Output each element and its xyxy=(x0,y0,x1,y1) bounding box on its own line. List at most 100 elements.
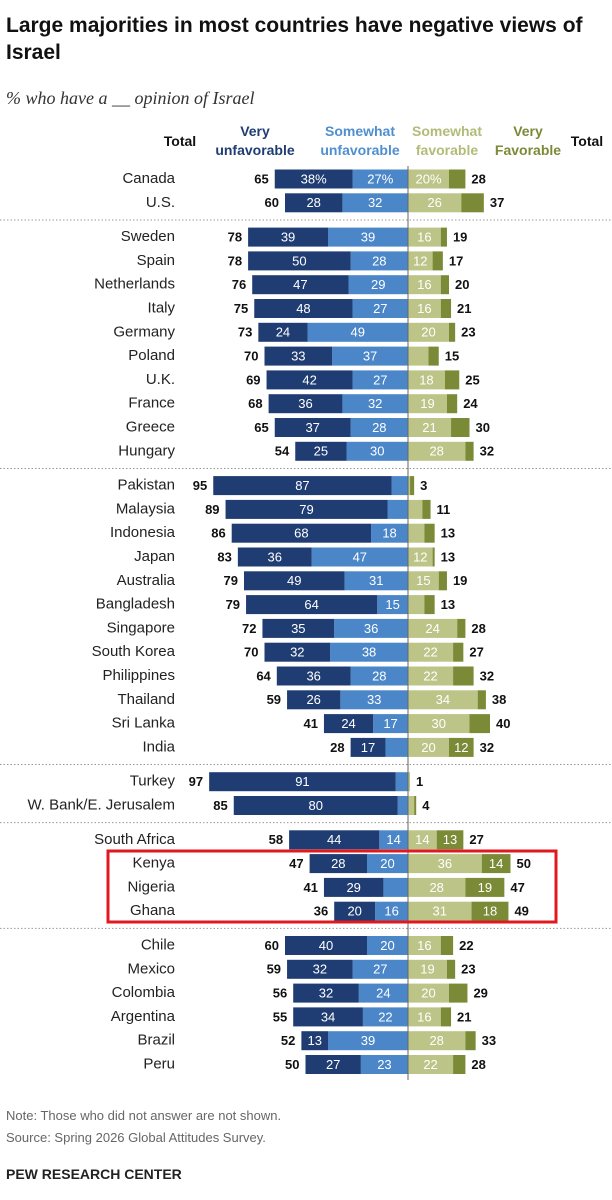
bar-segment xyxy=(408,499,423,519)
bar-segment xyxy=(375,901,408,921)
value-label: 39 xyxy=(281,230,295,245)
bar-segment xyxy=(408,595,425,615)
total-label: 29 xyxy=(473,986,487,1001)
total-label: 21 xyxy=(457,301,471,316)
value-label: 14 xyxy=(415,832,429,847)
category-label: Philippines xyxy=(102,667,175,684)
bar-segment xyxy=(233,796,398,815)
value-label: 39 xyxy=(361,1033,375,1048)
organization: PEW RESEARCH CENTER xyxy=(6,1166,182,1182)
value-label: 28 xyxy=(306,195,320,210)
value-label: 27% xyxy=(367,171,393,186)
total-label: 97 xyxy=(189,774,203,789)
value-label: 49 xyxy=(287,573,301,588)
value-label: 35 xyxy=(291,621,305,636)
bar-segment xyxy=(342,193,408,213)
bar-segment xyxy=(408,394,447,414)
bar-segment xyxy=(408,618,458,638)
bar-segment xyxy=(408,877,466,897)
total-label: 70 xyxy=(244,645,258,660)
total-label: 59 xyxy=(267,962,281,977)
category-label: Greece xyxy=(126,418,175,435)
bar-segment xyxy=(408,547,433,567)
category-label: Germany xyxy=(113,323,175,340)
bar-segment xyxy=(285,193,343,213)
bar-segment xyxy=(293,1007,363,1027)
value-label: 14 xyxy=(489,856,503,871)
total-label: 56 xyxy=(273,986,287,1001)
total-label: 76 xyxy=(232,277,246,292)
value-label: 15 xyxy=(385,597,399,612)
total-label: 33 xyxy=(482,1033,496,1048)
bar-segment xyxy=(391,476,408,496)
total-label: 13 xyxy=(441,526,455,541)
bar-segment xyxy=(323,877,384,897)
value-label: 34 xyxy=(436,692,450,707)
bar-segment xyxy=(395,772,408,792)
total-label: 64 xyxy=(256,668,271,683)
bar-segment xyxy=(305,1055,361,1074)
bar-segment xyxy=(274,418,351,437)
bar-segment xyxy=(268,394,343,414)
total-label: 69 xyxy=(246,372,260,387)
value-label: 28 xyxy=(372,668,386,683)
value-label: 24 xyxy=(425,621,439,636)
value-label: 22 xyxy=(423,668,437,683)
value-label: 27 xyxy=(373,301,387,316)
bar-segment xyxy=(248,227,329,247)
bar-segment xyxy=(424,523,435,543)
total-label: 22 xyxy=(459,938,473,953)
bar-segment xyxy=(266,370,353,390)
value-label: 38% xyxy=(301,171,327,186)
total-label: 79 xyxy=(224,573,238,588)
total-label: 38 xyxy=(492,692,506,707)
total-label: 11 xyxy=(437,502,451,517)
bar-segment xyxy=(231,523,372,543)
bar-segment xyxy=(274,169,353,189)
total-label: 70 xyxy=(244,349,258,364)
bar-segment xyxy=(348,275,408,295)
category-label: Argentina xyxy=(111,1008,176,1025)
total-label: 32 xyxy=(480,668,494,683)
bar-segment xyxy=(444,370,460,390)
bar-segment xyxy=(481,854,511,874)
bar-segment xyxy=(328,227,408,247)
value-label: 80 xyxy=(309,798,323,813)
bar-segment xyxy=(422,499,431,519)
total-label: 78 xyxy=(228,253,242,268)
bar-segment xyxy=(352,370,408,390)
bar-segment xyxy=(410,476,415,496)
total-label: 4 xyxy=(422,798,430,813)
total-label: 58 xyxy=(269,832,283,847)
bar-segment xyxy=(352,299,408,318)
total-label: 78 xyxy=(228,230,242,245)
value-label: 28 xyxy=(331,856,345,871)
value-label: 32 xyxy=(319,986,333,1001)
value-label: 22 xyxy=(378,1009,392,1024)
value-label: 32 xyxy=(313,962,327,977)
category-label: Italy xyxy=(147,299,175,316)
bar-segment xyxy=(408,1055,454,1074)
bar-segment xyxy=(387,499,408,519)
value-label: 29 xyxy=(371,277,385,292)
bar-segment xyxy=(352,959,408,979)
bar-segment xyxy=(328,1031,408,1051)
bar-segment xyxy=(285,936,367,955)
value-label: 19 xyxy=(420,962,434,977)
bar-segment xyxy=(295,441,347,461)
bar-segment xyxy=(453,642,464,662)
bar-segment xyxy=(408,418,452,437)
value-label: 36 xyxy=(298,396,312,411)
total-label: 23 xyxy=(461,962,475,977)
bar-segment xyxy=(293,983,359,1003)
total-label: 23 xyxy=(461,325,475,340)
category-label: Canada xyxy=(122,170,175,187)
bar-segment xyxy=(465,1031,476,1051)
value-label: 26 xyxy=(427,195,441,210)
total-header: Total xyxy=(570,133,604,149)
value-label: 18 xyxy=(483,904,497,919)
bar-segment xyxy=(446,959,456,979)
value-label: 17 xyxy=(361,740,375,755)
bar-segment xyxy=(367,854,408,874)
bar-segment xyxy=(408,193,462,213)
